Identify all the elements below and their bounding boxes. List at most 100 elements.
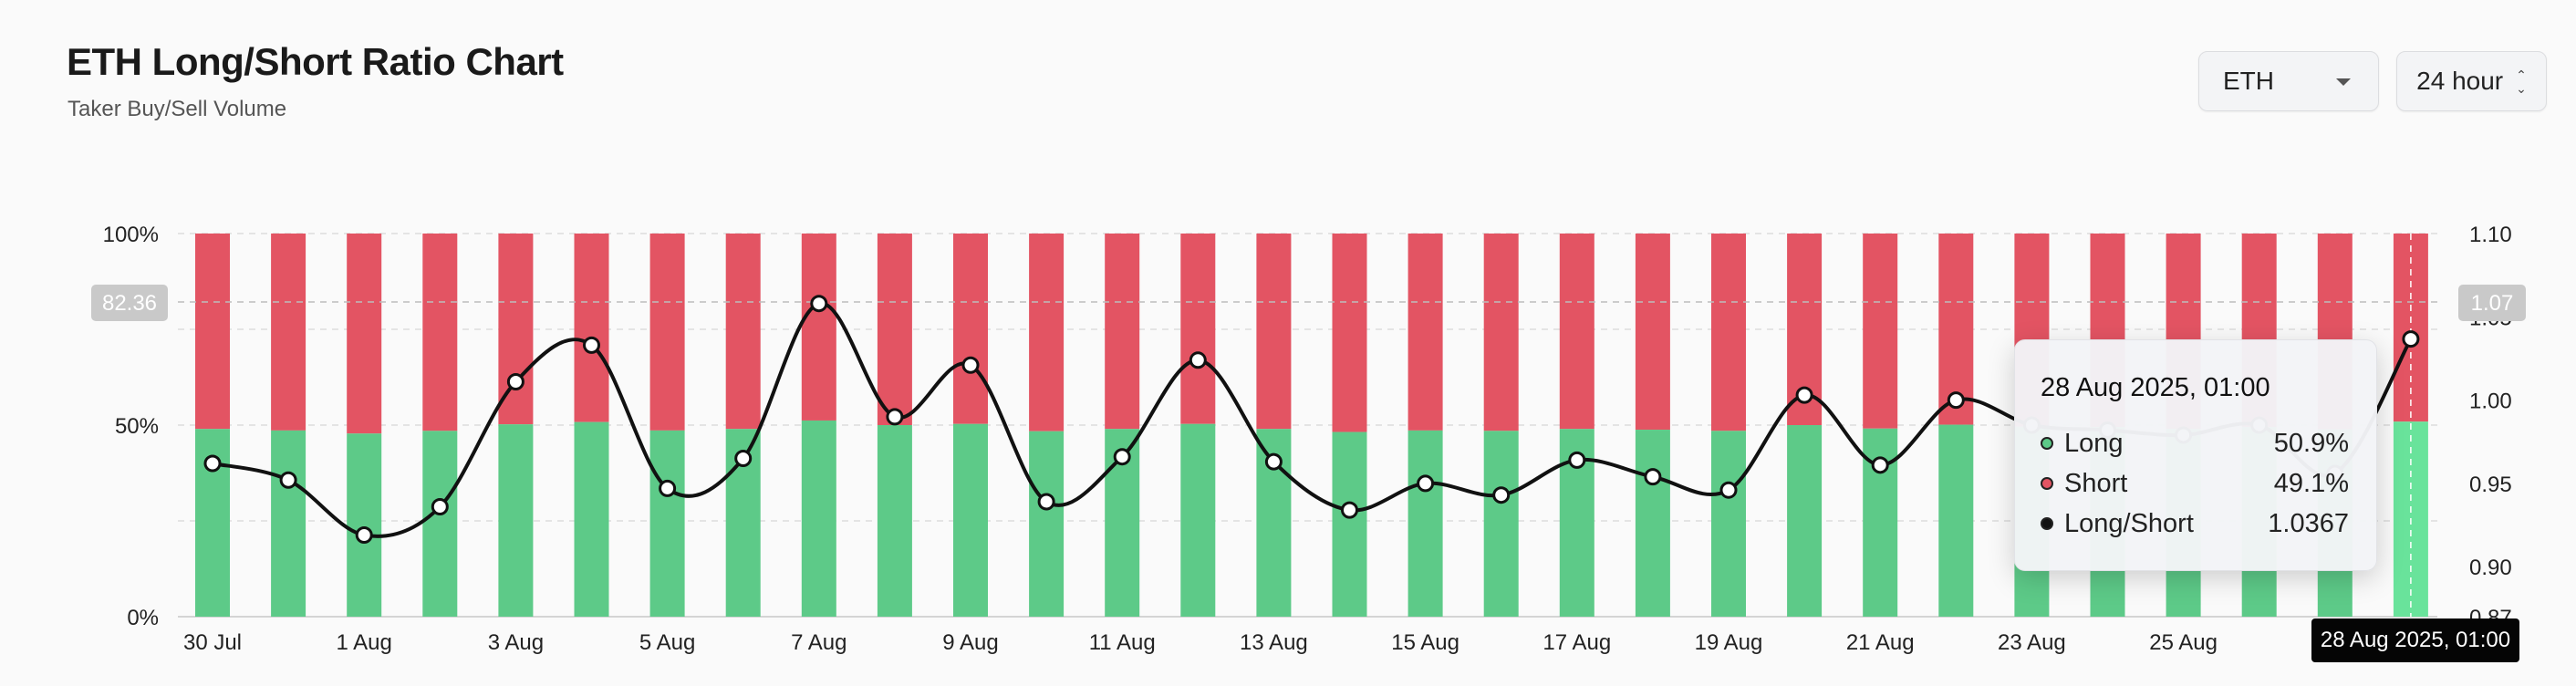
bar-short bbox=[347, 234, 382, 434]
ratio-dot-icon bbox=[2041, 517, 2053, 530]
tooltip-value: 50.9% bbox=[2273, 428, 2349, 458]
bar-short bbox=[953, 234, 988, 424]
ratio-point bbox=[355, 526, 373, 545]
x-tick-label: 25 Aug bbox=[2149, 630, 2218, 655]
x-tick-label: 21 Aug bbox=[1846, 630, 1915, 655]
ratio-point bbox=[1568, 451, 1586, 469]
page-subtitle: Taker Buy/Sell Volume bbox=[68, 97, 287, 121]
ratio-point bbox=[506, 373, 525, 391]
time-range-select[interactable]: 24 hour ⌃ ⌄ bbox=[2396, 51, 2547, 111]
bar-short bbox=[649, 234, 685, 431]
tooltip-row-short: Short 49.1% bbox=[2041, 463, 2349, 504]
bar-short bbox=[1711, 234, 1746, 431]
ratio-point bbox=[1264, 452, 1283, 471]
x-tick-label: 9 Aug bbox=[942, 630, 998, 655]
tooltip-row-long: Long 50.9% bbox=[2041, 423, 2349, 463]
ratio-point bbox=[431, 497, 449, 515]
coin-select-value: ETH bbox=[2223, 67, 2274, 95]
ratio-point bbox=[1037, 493, 1055, 511]
tooltip-row-ratio: Long/Short 1.0367 bbox=[2041, 504, 2349, 544]
x-tick-label: 3 Aug bbox=[488, 630, 544, 655]
bar-long bbox=[1332, 431, 1367, 617]
ratio-point bbox=[734, 450, 753, 468]
x-tick-label: 7 Aug bbox=[791, 630, 847, 655]
y-right-tick-label: 1.10 bbox=[2469, 223, 2512, 247]
ratio-point bbox=[886, 408, 904, 426]
x-tick-label: 17 Aug bbox=[1542, 630, 1611, 655]
bar-long bbox=[649, 430, 685, 617]
bar-short bbox=[1635, 234, 1670, 431]
bar-long bbox=[1938, 424, 1974, 617]
bar-short bbox=[1559, 234, 1594, 430]
crosshair-right-badge bbox=[2458, 285, 2526, 321]
tooltip-date: 28 Aug 2025, 01:00 bbox=[2041, 373, 2270, 402]
ratio-point bbox=[1492, 486, 1511, 504]
ratio-point bbox=[1871, 456, 1889, 474]
ratio-point bbox=[961, 356, 980, 374]
ratio-point bbox=[279, 471, 297, 489]
x-tick-label: 19 Aug bbox=[1695, 630, 1763, 655]
bar-long bbox=[498, 424, 534, 617]
y-left-tick-label: 100% bbox=[103, 223, 159, 247]
ratio-point bbox=[1719, 481, 1738, 499]
tooltip-value: 1.0367 bbox=[2268, 508, 2349, 538]
bar-long bbox=[877, 425, 912, 617]
bar-long bbox=[422, 431, 458, 617]
bar-short bbox=[574, 234, 609, 422]
coin-select[interactable]: ETH bbox=[2198, 51, 2379, 111]
bar-long bbox=[953, 423, 988, 617]
y-right-tick-label: 0.90 bbox=[2469, 556, 2512, 580]
bar-short bbox=[877, 234, 912, 425]
bar-short bbox=[498, 234, 534, 425]
bar-short bbox=[1029, 234, 1065, 431]
x-tick-label: 23 Aug bbox=[1998, 630, 2066, 655]
ratio-point bbox=[1644, 468, 1662, 486]
y-left-tick-label: 0% bbox=[127, 606, 159, 630]
ratio-point bbox=[1417, 474, 1435, 493]
ratio-point bbox=[1795, 386, 1813, 404]
bar-short bbox=[195, 234, 230, 430]
bar-long bbox=[1711, 431, 1746, 617]
bar-short bbox=[271, 234, 306, 431]
y-right-tick-label: 0.95 bbox=[2469, 473, 2512, 497]
ratio-point bbox=[2402, 330, 2420, 348]
bar-long bbox=[1180, 423, 1216, 617]
crosshair-left-value: 82.36 bbox=[102, 291, 157, 316]
bar-short bbox=[801, 234, 836, 421]
ratio-point bbox=[1113, 448, 1131, 466]
chart-tooltip: 28 Aug 2025, 01:00 Long 50.9% Short 49.1… bbox=[2014, 339, 2377, 571]
x-tick-label: 5 Aug bbox=[639, 630, 695, 655]
ratio-point bbox=[203, 454, 222, 473]
ratio-point bbox=[583, 336, 600, 354]
up-down-icon: ⌃ ⌄ bbox=[2516, 67, 2527, 96]
bar-short bbox=[422, 234, 458, 431]
short-dot-icon bbox=[2041, 477, 2053, 490]
bar-short bbox=[1407, 234, 1443, 431]
y-left-tick-label: 50% bbox=[115, 414, 159, 439]
bar-long bbox=[1407, 430, 1443, 617]
ratio-point bbox=[1947, 391, 1965, 410]
crosshair-date-badge: 28 Aug 2025, 01:00 bbox=[2311, 618, 2519, 662]
bar-short bbox=[1332, 234, 1367, 432]
bar-short bbox=[1483, 234, 1519, 431]
bar-long bbox=[271, 430, 306, 617]
ratio-point bbox=[1341, 501, 1358, 519]
bar-long bbox=[1483, 431, 1519, 617]
tooltip-value: 49.1% bbox=[2273, 468, 2349, 498]
long-dot-icon bbox=[2041, 437, 2053, 450]
x-tick-label: 11 Aug bbox=[1089, 630, 1156, 655]
x-tick-label: 13 Aug bbox=[1240, 630, 1308, 655]
bar-long bbox=[347, 433, 382, 617]
x-tick-label: 15 Aug bbox=[1391, 630, 1459, 655]
bar-long bbox=[1635, 430, 1670, 617]
bar-long bbox=[1029, 431, 1065, 617]
y-right-tick-label: 1.00 bbox=[2469, 390, 2512, 414]
bar-long bbox=[801, 420, 836, 617]
bar-short bbox=[1256, 234, 1292, 430]
x-tick-label: 1 Aug bbox=[336, 630, 391, 655]
bar-long bbox=[574, 421, 609, 617]
ratio-point bbox=[659, 479, 677, 497]
crosshair-right-value: 1.07 bbox=[2471, 291, 2514, 316]
time-range-value: 24 hour bbox=[2416, 67, 2504, 95]
